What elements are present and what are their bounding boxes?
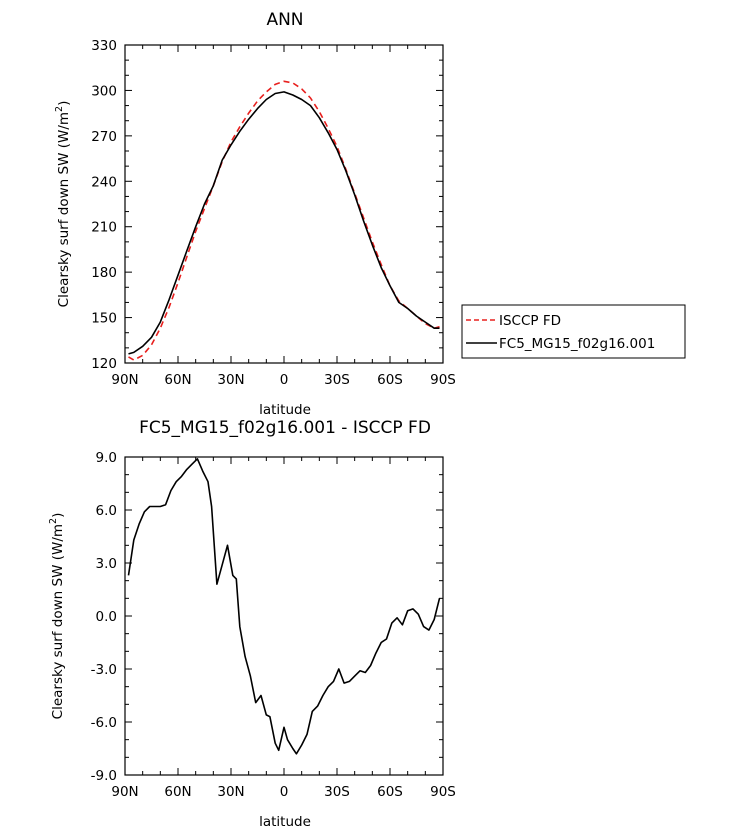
y-tick-label: -6.0 [91,715,117,731]
top-series-line-fc5-mg15-f02g16-001 [128,91,440,355]
bottom-ylabel-superscript: 2 [48,518,59,524]
y-tick-label: 9.0 [96,450,117,466]
x-tick-label: 60S [377,372,403,388]
bottom-chart-ticks: 90N 60N 30N 0 30S 60S 90S -9.0 -6.0 -3.0 0.0 3.0 6.0… [91,450,456,800]
x-tick-label: 60S [377,784,403,800]
x-tick-label: 60N [164,784,191,800]
y-tick-label: 330 [91,38,117,54]
bottom-chart-xlabel: latitude [259,814,311,830]
top-chart-xlabel: latitude [259,402,311,418]
top-panel: ANN 90N 60N 30N 0 30S 60S 90S 120 150 180 210 240 27… [54,10,686,418]
x-tick-label: 30N [217,372,244,388]
x-tick-label: 30S [324,784,350,800]
y-tick-label: -9.0 [91,768,117,784]
x-tick-label: 90S [430,784,456,800]
x-tick-label: 90N [111,784,138,800]
y-tick-label: 0.0 [96,609,117,625]
y-tick-label: 240 [91,174,117,190]
bottom-ylabel-main: Clearsky surf down SW (W/m [50,524,66,719]
y-tick-label: 300 [91,83,117,99]
y-tick-label: 6.0 [96,503,117,519]
y-tick-label: 120 [91,356,117,372]
legend-box [461,304,686,359]
x-tick-label: 30S [324,372,350,388]
y-tick-label: 150 [91,311,117,327]
top-ylabel-main: Clearsky surf down SW (W/m [56,112,72,307]
y-tick-label: -3.0 [91,662,117,678]
top-ylabel-tail: ) [56,101,72,106]
top-series-line-isccp-fd [128,80,440,361]
bottom-panel: FC5_MG15_f02g16.001 - ISCCP FD 90N 60N 30N… [48,418,456,830]
y-tick-label: 180 [91,265,117,281]
bottom-chart-ylabel: Clearsky surf down SW (W/m2) [48,513,66,720]
y-tick-label: 210 [91,220,117,236]
y-tick-label: 270 [91,129,117,145]
x-tick-label: 60N [164,372,191,388]
top-ylabel-superscript: 2 [54,106,65,112]
bottom-ylabel-tail: ) [50,513,66,518]
bottom-chart-title: FC5_MG15_f02g16.001 - ISCCP FD [139,418,431,438]
bottom-chart-series [127,457,441,755]
x-tick-label: 90N [111,372,138,388]
top-chart-ylabel: Clearsky surf down SW (W/m2) [54,101,72,308]
x-tick-label: 90S [430,372,456,388]
y-tick-label: 3.0 [96,556,117,572]
top-chart-legend: ISCCP FD FC5_MG15_f02g16.001 [461,304,686,359]
legend-label-isccp: ISCCP FD [499,313,561,329]
top-chart-plot-frame [124,44,444,364]
x-tick-label: 0 [280,372,289,388]
bottom-chart-plot-frame [124,456,444,776]
bottom-series-line-difference [127,457,441,755]
x-tick-label: 0 [280,784,289,800]
top-chart-series [128,80,440,361]
x-tick-label: 30N [217,784,244,800]
top-chart-title: ANN [266,10,303,30]
top-chart-ticks: 90N 60N 30N 0 30S 60S 90S 120 150 180 210 240 270 300… [91,38,456,388]
legend-label-fc5: FC5_MG15_f02g16.001 [499,336,655,352]
